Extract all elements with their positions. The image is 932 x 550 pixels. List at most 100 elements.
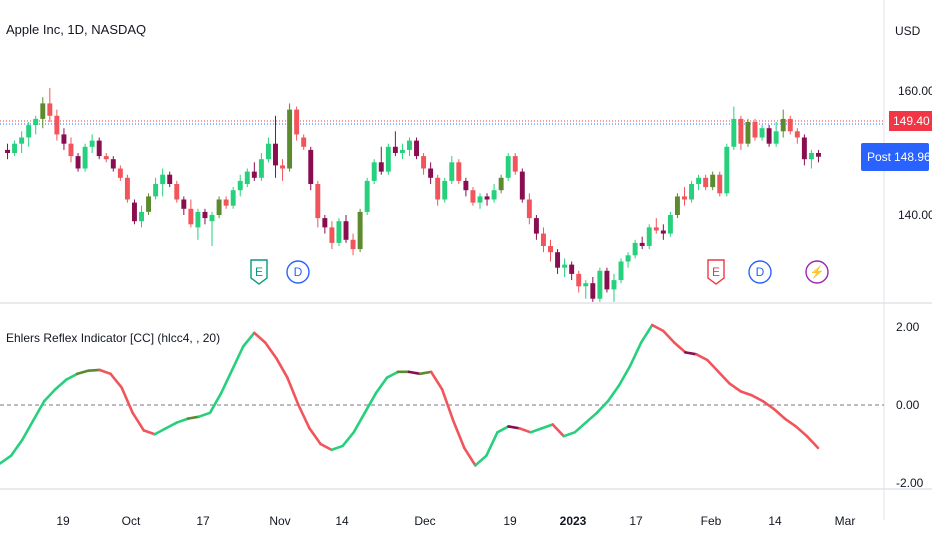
candle-body[interactable] — [632, 242, 638, 256]
candle-body[interactable] — [674, 196, 680, 215]
candle-body[interactable] — [19, 137, 25, 144]
indicator-title[interactable]: Ehlers Reflex Indicator [CC] (hlcc4, , 2… — [6, 331, 221, 345]
earnings-icon[interactable] — [707, 259, 725, 285]
candle-body[interactable] — [787, 118, 793, 132]
candle-body[interactable] — [378, 162, 384, 172]
candle-body[interactable] — [195, 211, 201, 228]
candle-body[interactable] — [731, 118, 737, 147]
candle-body[interactable] — [548, 246, 553, 253]
candle-body[interactable] — [237, 180, 243, 191]
candle-body[interactable] — [329, 227, 335, 243]
candle-body[interactable] — [350, 239, 356, 250]
candle-body[interactable] — [124, 177, 130, 200]
candle-body[interactable] — [385, 146, 391, 172]
candle-body[interactable] — [562, 264, 568, 268]
candle-body[interactable] — [724, 146, 730, 194]
candle-body[interactable] — [576, 273, 582, 287]
candle-body[interactable] — [258, 159, 264, 178]
candle-body[interactable] — [280, 165, 286, 169]
candle-body[interactable] — [491, 190, 497, 200]
earnings-icon[interactable] — [250, 259, 268, 285]
candle-body[interactable] — [75, 156, 81, 169]
candle-body[interactable] — [505, 156, 511, 178]
candle-body[interactable] — [689, 184, 695, 200]
candle-body[interactable] — [512, 156, 518, 172]
candle-body[interactable] — [660, 230, 666, 234]
candle-body[interactable] — [555, 252, 561, 268]
candle-body[interactable] — [294, 109, 300, 135]
candle-body[interactable] — [611, 280, 617, 290]
candle-body[interactable] — [371, 162, 377, 181]
split-icon[interactable] — [805, 260, 829, 284]
candle-body[interactable] — [181, 199, 187, 209]
candle-body[interactable] — [5, 149, 10, 153]
candle-body[interactable] — [639, 242, 645, 246]
candle-body[interactable] — [103, 156, 109, 160]
candle-body[interactable] — [435, 177, 441, 200]
candle-body[interactable] — [484, 196, 490, 200]
candle-body[interactable] — [230, 190, 236, 206]
candle-body[interactable] — [540, 233, 546, 246]
candle-body[interactable] — [477, 196, 483, 203]
candle-body[interactable] — [26, 125, 32, 138]
candle-body[interactable] — [308, 149, 314, 184]
dividend-icon[interactable] — [286, 260, 310, 284]
candle-body[interactable] — [618, 261, 624, 281]
candle-body[interactable] — [696, 177, 702, 184]
candle-body[interactable] — [428, 168, 434, 178]
candle-body[interactable] — [174, 184, 180, 200]
candle-body[interactable] — [745, 122, 751, 144]
candle-body[interactable] — [223, 199, 229, 206]
candle-body[interactable] — [188, 208, 194, 225]
candle-body[interactable] — [717, 174, 723, 194]
candle-body[interactable] — [738, 118, 744, 144]
candle-body[interactable] — [710, 174, 716, 188]
candle-body[interactable] — [96, 140, 102, 157]
dividend-icon[interactable] — [748, 260, 772, 284]
candle-body[interactable] — [773, 131, 779, 144]
symbol-title[interactable]: Apple Inc, 1D, NASDAQ — [6, 22, 147, 37]
candle-body[interactable] — [794, 131, 800, 138]
candle-body[interactable] — [82, 146, 88, 169]
candle-body[interactable] — [646, 227, 652, 246]
candle-body[interactable] — [139, 211, 144, 222]
candle-body[interactable] — [209, 215, 215, 222]
candle-body[interactable] — [407, 140, 412, 150]
candle-body[interactable] — [12, 143, 18, 153]
candle-body[interactable] — [801, 137, 807, 160]
candle-body[interactable] — [780, 118, 786, 132]
candle-body[interactable] — [287, 109, 293, 169]
candle-body[interactable] — [357, 211, 363, 250]
candle-body[interactable] — [343, 221, 349, 240]
candle-body[interactable] — [449, 162, 455, 181]
candle-body[interactable] — [667, 215, 673, 234]
candle-body[interactable] — [146, 196, 152, 212]
candle-body[interactable] — [160, 174, 166, 184]
candle-body[interactable] — [766, 128, 772, 144]
candle-body[interactable] — [463, 180, 469, 191]
candle-body[interactable] — [202, 211, 208, 219]
candle-body[interactable] — [322, 218, 328, 228]
candle-body[interactable] — [399, 149, 405, 153]
candle-body[interactable] — [336, 221, 342, 243]
candle-body[interactable] — [583, 283, 589, 287]
candle-body[interactable] — [301, 137, 307, 147]
candle-body[interactable] — [117, 168, 123, 178]
candle-body[interactable] — [392, 146, 398, 153]
candle-body[interactable] — [167, 174, 173, 184]
candle-body[interactable] — [61, 134, 67, 144]
candle-body[interactable] — [470, 190, 476, 203]
candle-body[interactable] — [244, 171, 250, 184]
candle-body[interactable] — [625, 255, 631, 262]
candle-body[interactable] — [89, 140, 95, 147]
candle-body[interactable] — [653, 227, 659, 231]
candle-body[interactable] — [752, 122, 758, 138]
candle-body[interactable] — [68, 143, 74, 157]
candle-body[interactable] — [703, 177, 709, 188]
candle-body[interactable] — [682, 196, 687, 200]
candle-body[interactable] — [759, 128, 765, 138]
candle-body[interactable] — [498, 177, 504, 191]
candle-body[interactable] — [131, 202, 137, 222]
candle-body[interactable] — [456, 162, 462, 181]
